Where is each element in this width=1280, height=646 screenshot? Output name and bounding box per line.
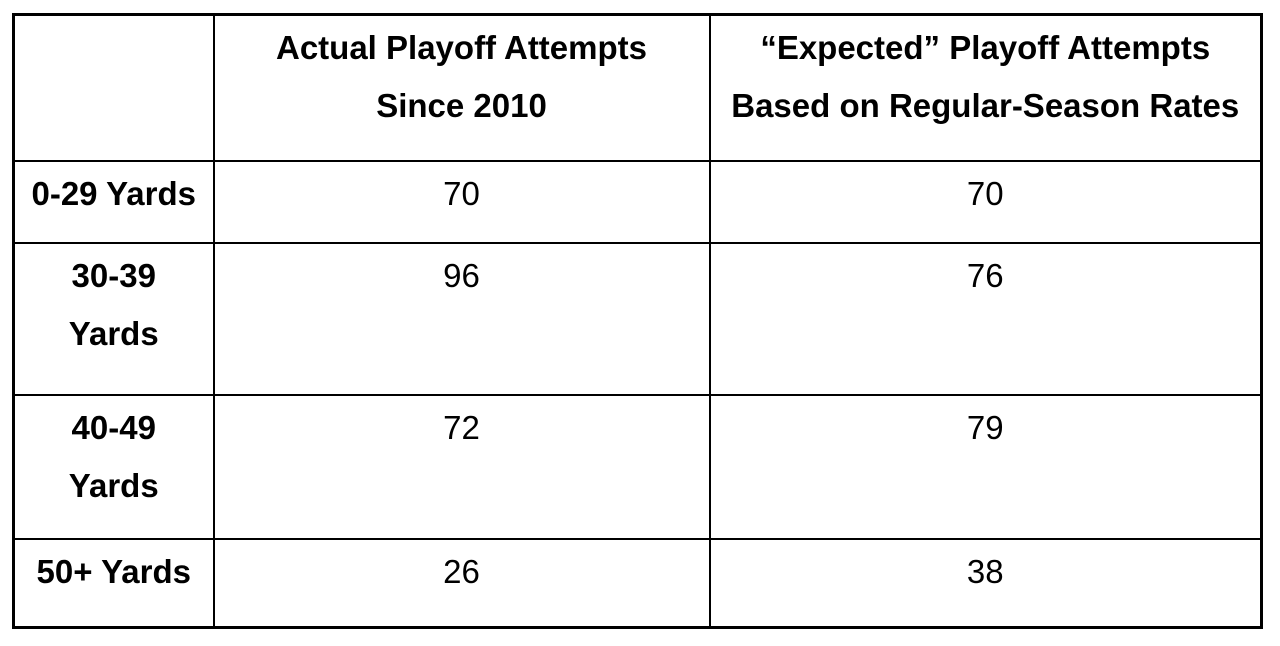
cell-expected: 76 — [708, 241, 1263, 396]
table-row: 40-49 Yards 72 79 — [12, 393, 1263, 540]
cell-expected: 38 — [708, 537, 1263, 629]
row-label-30-39-yards: 30-39 Yards — [12, 241, 215, 396]
corner-cell — [12, 13, 215, 162]
table-row: 30-39 Yards 96 76 — [12, 241, 1263, 396]
cell-expected: 70 — [708, 159, 1263, 244]
row-label-0-29-yards: 0-29 Yards — [12, 159, 215, 244]
col-header-expected: “Expected” Playoff Attempts Based on Reg… — [708, 13, 1263, 162]
cell-actual: 70 — [212, 159, 711, 244]
col-header-actual: Actual Playoff Attempts Since 2010 — [212, 13, 711, 162]
cell-actual: 26 — [212, 537, 711, 629]
table-row: 50+ Yards 26 38 — [12, 537, 1263, 629]
cell-actual: 72 — [212, 393, 711, 540]
playoff-attempts-table: Actual Playoff Attempts Since 2010 “Expe… — [12, 13, 1263, 629]
table-header-row: Actual Playoff Attempts Since 2010 “Expe… — [12, 13, 1263, 162]
cell-expected: 79 — [708, 393, 1263, 540]
row-label-50-plus-yards: 50+ Yards — [12, 537, 215, 629]
row-label-40-49-yards: 40-49 Yards — [12, 393, 215, 540]
cell-actual: 96 — [212, 241, 711, 396]
table-row: 0-29 Yards 70 70 — [12, 159, 1263, 244]
